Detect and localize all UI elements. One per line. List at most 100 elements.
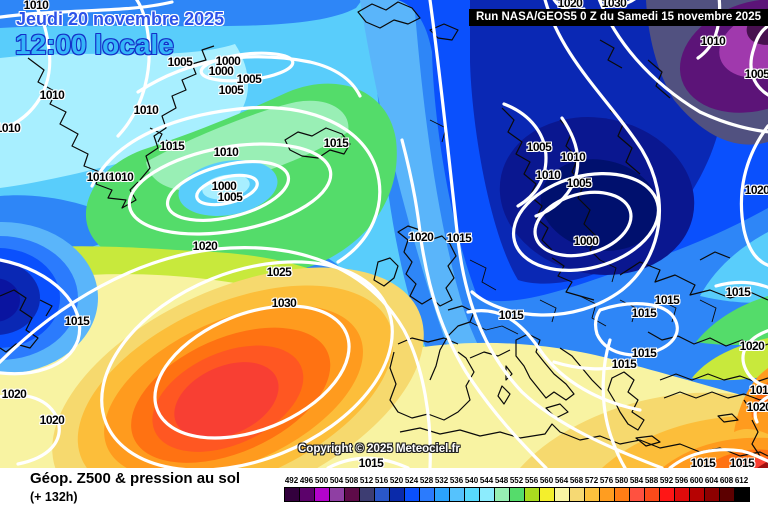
colorbar-cell xyxy=(660,488,675,501)
colorbar-cell xyxy=(465,488,480,501)
colorbar-value-label: 544 xyxy=(479,476,494,485)
colorbar-value-label: 520 xyxy=(389,476,404,485)
colorbar-value-label: 500 xyxy=(314,476,329,485)
pressure-label: 1005 xyxy=(236,72,262,86)
colorbar-value-label: 532 xyxy=(434,476,449,485)
colorbar-value-label: 600 xyxy=(689,476,704,485)
colorbar-cell xyxy=(435,488,450,501)
pressure-label: 1000 xyxy=(208,64,234,78)
colorbar-cell xyxy=(405,488,420,501)
colorbar-value-label: 604 xyxy=(704,476,719,485)
colorbar-cells xyxy=(284,487,750,502)
pressure-label: 1010 xyxy=(560,150,586,164)
colorbar-cell xyxy=(495,488,510,501)
pressure-label: 1015 xyxy=(654,293,680,307)
pressure-label: 1010 xyxy=(213,145,239,159)
pressure-label: 1005 xyxy=(167,55,193,69)
colorbar-cell xyxy=(420,488,435,501)
colorbar-cell xyxy=(285,488,300,501)
pressure-label: 1015 xyxy=(323,136,349,150)
colorbar-value-label: 564 xyxy=(554,476,569,485)
pressure-label: 1000 xyxy=(211,179,237,193)
colorbar-value-label: 584 xyxy=(629,476,644,485)
colorbar-value-label: 608 xyxy=(719,476,734,485)
pressure-label: 1015 xyxy=(631,306,657,320)
pressure-label: 1010 xyxy=(39,88,65,102)
pressure-label: 1020 xyxy=(39,413,65,427)
pressure-label: 1020 xyxy=(1,387,27,401)
pressure-label: 1030 xyxy=(271,296,297,310)
colorbar-cell xyxy=(705,488,720,501)
pressure-label: 1025 xyxy=(266,265,292,279)
colorbar-value-label: 556 xyxy=(524,476,539,485)
colorbar-value-label: 596 xyxy=(674,476,689,485)
colorbar-value-label: 548 xyxy=(494,476,509,485)
colorbar-cell xyxy=(450,488,465,501)
copyright-text: Copyright © 2025 Meteociel.fr xyxy=(298,443,460,455)
colorbar-cell xyxy=(300,488,315,501)
pressure-label: 1015 xyxy=(498,308,524,322)
colorbar-cell xyxy=(510,488,525,501)
pressure-label: 1005 xyxy=(744,67,768,81)
pressure-label: 1010 xyxy=(535,168,561,182)
colorbar-cell xyxy=(615,488,630,501)
pressure-label: 1020 xyxy=(408,230,434,244)
isobars-group xyxy=(0,0,768,468)
colorbar-cell xyxy=(345,488,360,501)
pressure-label: 1010 xyxy=(133,103,159,117)
colorbar-value-label: 576 xyxy=(599,476,614,485)
z500-colorbar: 492 496 500 504 508 512 516 520 524 528 532 536 540 5… xyxy=(284,475,750,502)
colorbar-cell xyxy=(390,488,405,501)
pressure-label: 1005 xyxy=(217,190,243,204)
pressure-label: 1010 xyxy=(23,0,49,12)
colorbar-cell xyxy=(480,488,495,501)
colorbar-cell xyxy=(630,488,645,501)
colorbar-cell xyxy=(675,488,690,501)
pressure-label: 1015 xyxy=(64,314,90,328)
colorbar-cell xyxy=(570,488,585,501)
colorbar-value-label: 524 xyxy=(404,476,419,485)
colorbar-cell xyxy=(735,488,749,501)
pressure-label: 1015 xyxy=(690,456,716,470)
pressure-label: 1020 xyxy=(192,239,218,253)
pressure-label: 1030 xyxy=(601,0,627,10)
pressure-label: 1020 xyxy=(739,339,765,353)
colorbar-cell xyxy=(540,488,555,501)
pressure-label: 1010 xyxy=(108,170,134,184)
colorbar-cell xyxy=(375,488,390,501)
colorbar-value-label: 516 xyxy=(374,476,389,485)
pressure-label: 1015 xyxy=(446,231,472,245)
weather-map-canvas xyxy=(0,0,768,468)
pressure-label: 1010 xyxy=(0,121,21,135)
colorbar-value-label: 560 xyxy=(539,476,554,485)
colorbar-value-label: 552 xyxy=(509,476,524,485)
colorbar-value-label: 540 xyxy=(464,476,479,485)
pressure-label: 1020 xyxy=(744,183,768,197)
colorbar-value-labels: 492 496 500 504 508 512 516 520 524 528 532 536 540 5… xyxy=(284,475,750,487)
colorbar-cell xyxy=(585,488,600,501)
pressure-label: 1020 xyxy=(746,400,768,414)
colorbar-value-label: 612 xyxy=(734,476,749,485)
coastlines-group xyxy=(0,1,768,457)
colorbar-cell xyxy=(555,488,570,501)
colorbar-cell xyxy=(600,488,615,501)
valid-time-text: 12:00 locale xyxy=(15,29,174,60)
pressure-label: 1000 xyxy=(573,234,599,248)
pressure-label: 1020 xyxy=(557,0,583,10)
colorbar-value-label: 528 xyxy=(419,476,434,485)
pressure-label: 1015 xyxy=(725,285,751,299)
pressure-label: 1015 xyxy=(631,346,657,360)
colorbar-value-label: 508 xyxy=(344,476,359,485)
valid-date-text: Jeudi 20 novembre 2025 xyxy=(16,9,225,29)
legend-forecast-hour: (+ 132h) xyxy=(30,490,78,504)
colorbar-value-label: 572 xyxy=(584,476,599,485)
pressure-label: 1005 xyxy=(566,176,592,190)
colorbar-value-label: 496 xyxy=(299,476,314,485)
colorbar-value-label: 568 xyxy=(569,476,584,485)
colorbar-value-label: 580 xyxy=(614,476,629,485)
colorbar-cell xyxy=(360,488,375,501)
colorbar-value-label: 504 xyxy=(329,476,344,485)
pressure-label: 1015 xyxy=(729,456,755,470)
colorbar-cell xyxy=(720,488,735,501)
